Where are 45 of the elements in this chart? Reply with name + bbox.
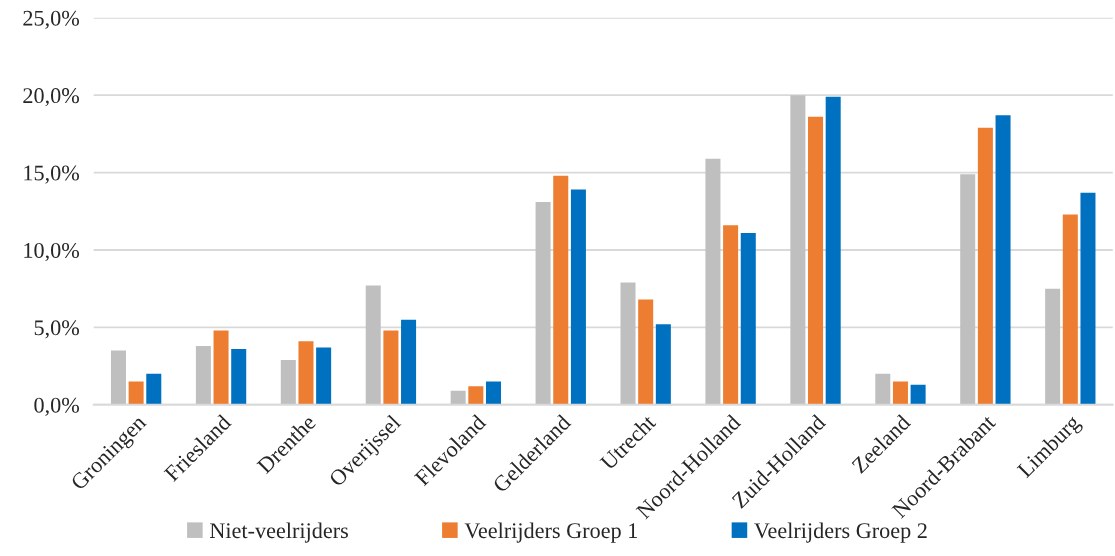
y-tick-label: 25,0% xyxy=(23,10,80,29)
bar xyxy=(892,381,908,405)
y-tick-label: 20,0% xyxy=(23,88,80,107)
bar xyxy=(146,373,162,405)
bar xyxy=(401,319,417,405)
bar xyxy=(790,95,806,405)
bar xyxy=(450,390,466,405)
bar xyxy=(365,285,381,405)
bar xyxy=(723,225,739,405)
y-tick-label: 0,0% xyxy=(34,397,80,416)
bar xyxy=(655,324,671,405)
bar xyxy=(1080,192,1096,405)
bar xyxy=(128,381,144,405)
bar xyxy=(468,386,484,405)
bar xyxy=(570,189,586,405)
bar xyxy=(316,347,332,405)
bar xyxy=(383,330,399,405)
bar xyxy=(910,384,926,405)
bar xyxy=(808,116,824,405)
bar xyxy=(875,373,891,405)
legend-label: Veelrijders Groep 1 xyxy=(464,522,637,543)
bar xyxy=(1045,288,1061,405)
legend-label: Niet-veelrijders xyxy=(209,522,348,543)
bar xyxy=(280,359,296,405)
bar xyxy=(553,175,569,405)
bar xyxy=(485,381,501,405)
bar xyxy=(213,330,229,405)
bar xyxy=(705,158,721,405)
y-tick-label: 10,0% xyxy=(24,242,80,262)
bar xyxy=(195,345,211,405)
bar xyxy=(995,115,1011,405)
bar xyxy=(960,174,976,405)
bar xyxy=(620,282,636,405)
bar xyxy=(825,96,841,405)
bar xyxy=(110,350,126,405)
bar xyxy=(977,127,993,405)
y-tick-label: 15,0% xyxy=(24,165,80,184)
bar xyxy=(535,201,551,405)
bar xyxy=(298,341,314,405)
bar xyxy=(1062,214,1078,405)
bar xyxy=(231,349,247,405)
bar xyxy=(740,232,756,405)
bar xyxy=(638,299,654,405)
legend-label: Veelrijders Groep 2 xyxy=(754,522,927,543)
y-tick-label: 5,0% xyxy=(34,320,80,339)
